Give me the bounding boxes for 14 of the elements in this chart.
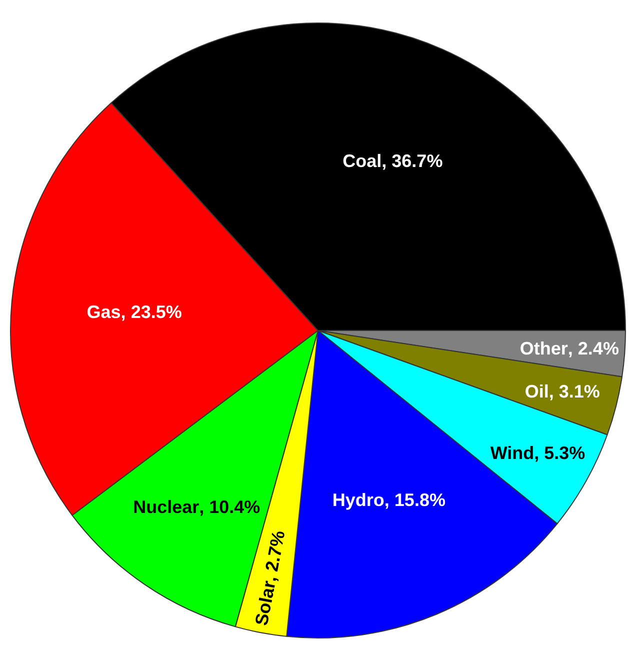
data-label: , 36.7% [382,150,443,171]
data-label: , 2.4% [568,338,619,358]
data-label: , 5.3% [534,443,586,464]
slice-label: Oil [524,381,549,402]
slice-label: Coal [342,150,382,171]
slice-label: Nuclear [133,497,200,518]
data-label: , 15.8% [384,490,446,510]
slice-label: Hydro [332,490,384,510]
data-label: , 10.4% [199,497,260,518]
data-label: , 3.1% [548,381,600,402]
slice-label: Gas [86,302,121,322]
slice-label: Wind [490,443,534,464]
data-label: , 23.5% [120,302,182,322]
slice-label: Other [520,338,568,358]
